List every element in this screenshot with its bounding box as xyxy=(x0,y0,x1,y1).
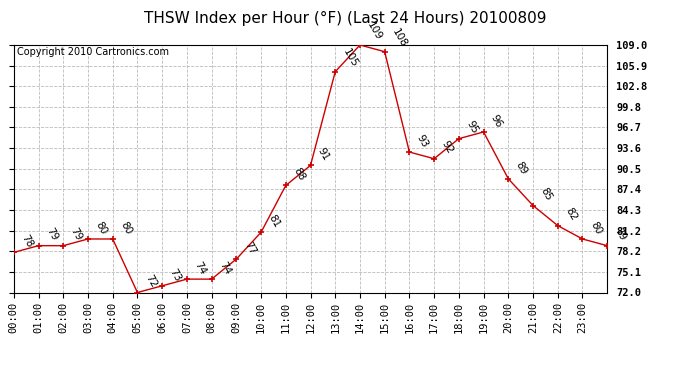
Text: 74: 74 xyxy=(217,260,233,276)
Text: Copyright 2010 Cartronics.com: Copyright 2010 Cartronics.com xyxy=(17,48,169,57)
Text: 85: 85 xyxy=(539,186,554,203)
Text: 81: 81 xyxy=(266,213,282,230)
Text: 78: 78 xyxy=(19,233,34,250)
Text: 74: 74 xyxy=(193,260,208,276)
Text: 88: 88 xyxy=(291,166,306,183)
Text: 80: 80 xyxy=(94,220,109,236)
Text: 105: 105 xyxy=(341,47,359,69)
Text: 108: 108 xyxy=(391,27,408,49)
Text: 79: 79 xyxy=(44,226,59,243)
Text: 95: 95 xyxy=(464,119,480,136)
Text: 109: 109 xyxy=(366,20,384,42)
Text: 89: 89 xyxy=(514,159,529,176)
Text: 73: 73 xyxy=(168,267,183,283)
Text: 79: 79 xyxy=(69,226,84,243)
Text: THSW Index per Hour (°F) (Last 24 Hours) 20100809: THSW Index per Hour (°F) (Last 24 Hours)… xyxy=(144,11,546,26)
Text: 77: 77 xyxy=(242,240,257,256)
Text: 96: 96 xyxy=(489,113,504,129)
Text: 92: 92 xyxy=(440,140,455,156)
Text: 79: 79 xyxy=(613,226,628,243)
Text: 91: 91 xyxy=(316,146,331,163)
Text: 80: 80 xyxy=(588,220,603,236)
Text: 72: 72 xyxy=(143,273,158,290)
Text: 93: 93 xyxy=(415,133,431,149)
Text: 82: 82 xyxy=(563,206,579,223)
Text: 80: 80 xyxy=(118,220,133,236)
